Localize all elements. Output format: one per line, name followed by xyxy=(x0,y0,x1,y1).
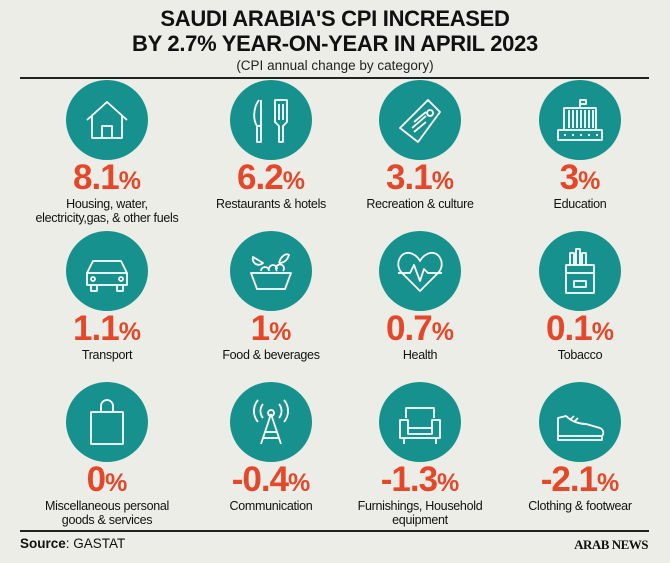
value-unit: % xyxy=(578,167,601,195)
value-unit: % xyxy=(591,318,614,346)
category-label: Recreation & culture xyxy=(366,197,474,211)
category-value: 0.1% xyxy=(490,311,670,348)
category-item: -2.1% Clothing & footwear xyxy=(490,382,670,513)
value-number: 8.1 xyxy=(73,158,120,197)
category-value: 3% xyxy=(490,160,670,197)
category-label: Restaurants & hotels xyxy=(215,197,327,211)
category-label: Housing, water, electricity,gas, & other… xyxy=(35,197,179,225)
category-item: 6.2% Restaurants & hotels xyxy=(181,80,361,211)
value-unit: % xyxy=(288,469,311,497)
icon-circle xyxy=(230,382,312,462)
category-value: 3.1% xyxy=(330,160,510,197)
source-note: Source: GASTAT xyxy=(20,536,125,552)
category-value: 0.7% xyxy=(330,311,510,348)
chart-subtitle: (CPI annual change by category) xyxy=(236,58,434,73)
icon-circle xyxy=(539,80,621,160)
value-number: -2.1 xyxy=(540,460,598,499)
shopping-bag-icon xyxy=(90,399,124,445)
icon-circle xyxy=(379,80,461,160)
category-value: 0% xyxy=(17,462,197,499)
value-unit: % xyxy=(269,318,292,346)
category-item: 0.7% Health xyxy=(330,231,510,362)
value-unit: % xyxy=(431,318,454,346)
value-number: 0.1 xyxy=(546,309,593,348)
category-label: Health xyxy=(402,348,438,362)
icon-circle xyxy=(66,231,148,311)
icon-circle xyxy=(539,231,621,311)
category-label: Food & beverages xyxy=(222,348,320,362)
icon-circle xyxy=(379,382,461,462)
category-label: Clothing & footwear xyxy=(528,499,632,513)
category-value: -2.1% xyxy=(490,462,670,499)
chart-title: SAUDI ARABIA'S CPI INCREASED BY 2.7% YEA… xyxy=(0,6,670,56)
knife-spatula-icon xyxy=(253,99,288,143)
category-value: 8.1% xyxy=(17,160,197,197)
house-icon xyxy=(86,101,128,139)
category-value: 1% xyxy=(181,311,361,348)
value-unit: % xyxy=(437,469,460,497)
category-item: 0.1% Tobacco xyxy=(490,231,670,362)
category-item: 3% Education xyxy=(490,80,670,211)
car-icon xyxy=(86,260,128,292)
value-number: 6.2 xyxy=(237,158,284,197)
value-unit: % xyxy=(118,167,141,195)
top-divider xyxy=(20,77,649,79)
value-number: -0.4 xyxy=(231,460,289,499)
arab-news-logo: ARAB NEWS xyxy=(574,537,648,552)
cigarette-pack-icon xyxy=(565,248,595,294)
source-value: : GASTAT xyxy=(65,536,126,551)
category-label: Miscellaneous personal goods & services xyxy=(44,499,170,527)
category-value: -0.4% xyxy=(181,462,361,499)
category-item: 0% Miscellaneous personal goods & service… xyxy=(17,382,197,527)
antenna-tower-icon xyxy=(253,399,289,445)
icon-circle xyxy=(66,80,148,160)
icon-circle xyxy=(66,382,148,462)
food-bowl-icon xyxy=(250,253,292,290)
category-label: Tobacco xyxy=(557,348,603,362)
icon-circle xyxy=(230,231,312,311)
source-label: Source xyxy=(20,536,66,551)
value-unit: % xyxy=(118,318,141,346)
bottom-divider xyxy=(20,530,649,532)
icon-circle xyxy=(539,382,621,462)
icon-circle xyxy=(230,80,312,160)
category-item: -1.3% Furnishings, Household equipment xyxy=(330,382,510,527)
category-label: Transport xyxy=(81,348,133,362)
heartbeat-icon xyxy=(397,252,443,292)
category-item: -0.4% Communication xyxy=(181,382,361,513)
category-item: 1.1% Transport xyxy=(17,231,197,362)
value-unit: % xyxy=(282,167,305,195)
category-item: 1% Food & beverages xyxy=(181,231,361,362)
icon-circle xyxy=(379,231,461,311)
value-unit: % xyxy=(597,469,620,497)
value-number: 1 xyxy=(250,309,270,348)
armchair-icon xyxy=(399,407,441,444)
title-line-2: BY 2.7% YEAR-ON-YEAR IN APRIL 2023 xyxy=(132,31,538,56)
value-number: 0 xyxy=(86,460,106,499)
school-building-icon xyxy=(557,99,603,141)
category-label: Communication xyxy=(229,499,313,513)
value-number: -1.3 xyxy=(380,460,438,499)
category-item: 8.1% Housing, water, electricity,gas, & o… xyxy=(17,80,197,225)
value-unit: % xyxy=(105,469,128,497)
value-number: 1.1 xyxy=(73,309,120,348)
category-label: Education xyxy=(553,197,607,211)
category-value: -1.3% xyxy=(330,462,510,499)
value-number: 0.7 xyxy=(386,309,433,348)
value-number: 3 xyxy=(559,158,579,197)
ticket-tag-icon xyxy=(399,99,441,143)
title-line-1: SAUDI ARABIA'S CPI INCREASED xyxy=(160,6,510,31)
category-item: 3.1% Recreation & culture xyxy=(330,80,510,211)
value-unit: % xyxy=(431,167,454,195)
category-value: 6.2% xyxy=(181,160,361,197)
category-label: Furnishings, Household equipment xyxy=(357,499,483,527)
value-number: 3.1 xyxy=(386,158,433,197)
category-value: 1.1% xyxy=(17,311,197,348)
shoe-icon xyxy=(557,415,605,441)
